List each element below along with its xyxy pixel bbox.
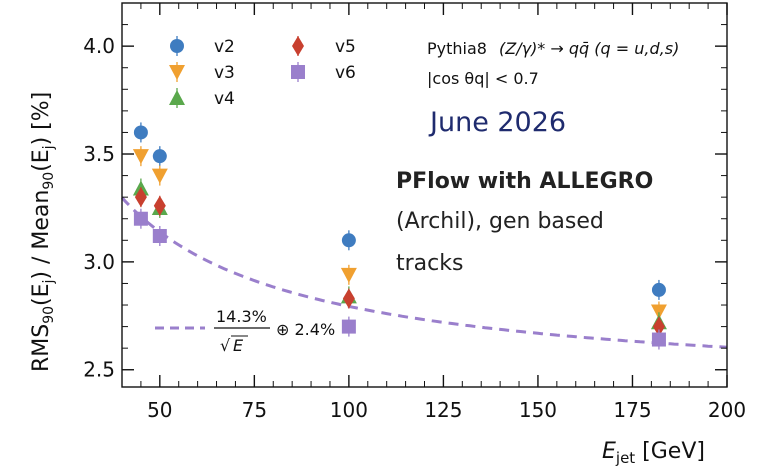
- fit-legend: 14.3% √ E ⊕ 2.4%: [155, 307, 335, 355]
- date-label: June 2026: [428, 107, 566, 138]
- annotation-note-line-1: (Archil), gen based: [396, 209, 604, 234]
- fit-label-denominator: E: [233, 336, 244, 355]
- fit-label-sqrt: √: [220, 336, 231, 355]
- marks-layer: [132, 122, 667, 350]
- process-formula: (Z/γ)* → qq̄ (q = u,d,s): [499, 39, 679, 58]
- legend-label-v4: v4: [214, 89, 235, 109]
- process-prefix: Pythia8: [427, 39, 487, 58]
- fit-curve: [120, 196, 728, 349]
- legend-label-v5: v5: [335, 37, 356, 57]
- axes-layer: [121, 2, 728, 388]
- fit-layer: [120, 196, 728, 349]
- x-tick-label-200: 200: [708, 398, 746, 422]
- legend-label-v2: v2: [214, 37, 235, 57]
- y-tick-label-3.5: 3.5: [83, 142, 115, 166]
- x-axis-title: Ejet [GeV]: [602, 439, 705, 467]
- plot-frame: [121, 2, 728, 388]
- ticks-layer: 50 75 100 125 150 175 200 2.5 3.0 3.5 4.0: [83, 2, 746, 422]
- x-tick-label-175: 175: [613, 398, 651, 422]
- x-tick-label-125: 125: [424, 398, 462, 422]
- annotations: Pythia8 (Z/γ)* → qq̄ (q = u,d,s) |cos θq…: [396, 39, 679, 276]
- annotation-title: PFlow with ALLEGRO: [396, 169, 653, 194]
- x-tick-label-100: 100: [330, 398, 368, 422]
- fit-label-rest: ⊕ 2.4%: [276, 320, 335, 339]
- y-tick-label-3: 3.0: [83, 250, 115, 274]
- x-tick-label-50: 50: [147, 398, 172, 422]
- legend-label-v3: v3: [214, 63, 235, 83]
- y-tick-label-2.5: 2.5: [83, 358, 115, 382]
- fit-label-numerator: 14.3%: [216, 307, 267, 326]
- x-tick-label-150: 150: [519, 398, 557, 422]
- y-tick-label-4: 4.0: [83, 34, 115, 58]
- legend: v2 v3 v4 v5 v6: [169, 36, 356, 109]
- annotation-note-line-2: tracks: [396, 251, 463, 276]
- x-tick-label-75: 75: [242, 398, 267, 422]
- cut-label: |cos θq| < 0.7: [427, 69, 539, 88]
- y-axis-title: RMS90(Ej) / Mean90(Ej) [%]: [29, 92, 57, 372]
- legend-label-v6: v6: [335, 63, 356, 83]
